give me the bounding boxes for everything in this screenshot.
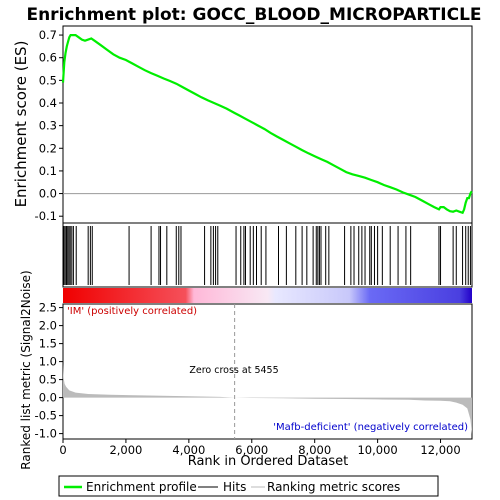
rank-color-bar [63,288,472,303]
x-axis-label: Rank in Ordered Dataset [188,454,349,469]
chart-title: Enrichment plot: GOCC_BLOOD_MICROPARTICL… [26,5,481,25]
legend-hits-label: Hits [223,480,246,494]
x-tick-label: 0 [59,443,66,457]
metric-y-tick-label: 1.0 [39,355,57,369]
es-panel-frame [62,25,473,224]
hits-panel-frame [62,222,473,288]
es-y-tick-label: 0.7 [39,28,57,42]
es-y-tick-label: 0.2 [39,141,57,155]
es-y-tick-label: 0.5 [39,73,57,87]
x-tick-label: 4,000 [172,443,205,457]
legend-profile-label: Enrichment profile [86,480,197,494]
enrichment-profile-line [61,33,473,215]
es-y-tick-label: 0.1 [39,164,57,178]
metric-y-tick-label: 0.5 [39,373,57,387]
metric-y-axis-label: Ranked list metric (Signal2Noise) [19,270,33,469]
es-y-tick-label: -0.1 [35,209,57,223]
metric-y-tick-label: 2.5 [39,301,57,315]
legend-metric-label: Ranking metric scores [267,480,400,494]
x-tick-label: 10,000 [357,443,397,457]
zero-cross-label: Zero cross at 5455 [189,365,278,376]
metric-y-tick-label: 0.0 [39,391,57,405]
metric-y-tick-label: -1.0 [35,427,57,441]
es-y-axis-label: Enrichment score (ES) [12,41,30,208]
es-y-tick-label: 0.4 [39,96,57,110]
es-y-tick-label: 0.3 [39,119,57,133]
metric-y-tick-label: -0.5 [35,409,57,423]
x-tick-label: 12,000 [420,443,460,457]
metric-y-tick-label: 2.0 [39,319,57,333]
x-tick-label: 6,000 [235,443,268,457]
x-tick-label: 8,000 [298,443,331,457]
negative-correlation-label: 'Mafb-deficient' (negatively correlated) [273,422,468,433]
metric-panel-frame [62,303,473,440]
x-tick-label: 2,000 [109,443,142,457]
metric-y-tick-label: 1.5 [39,337,57,351]
es-y-tick-label: 0.6 [39,51,57,65]
positive-correlation-label: 'IM' (positively correlated) [67,306,197,317]
es-y-tick-label: 0.0 [39,187,57,201]
ranking-metric-area [63,363,472,435]
legend-box [58,475,439,497]
